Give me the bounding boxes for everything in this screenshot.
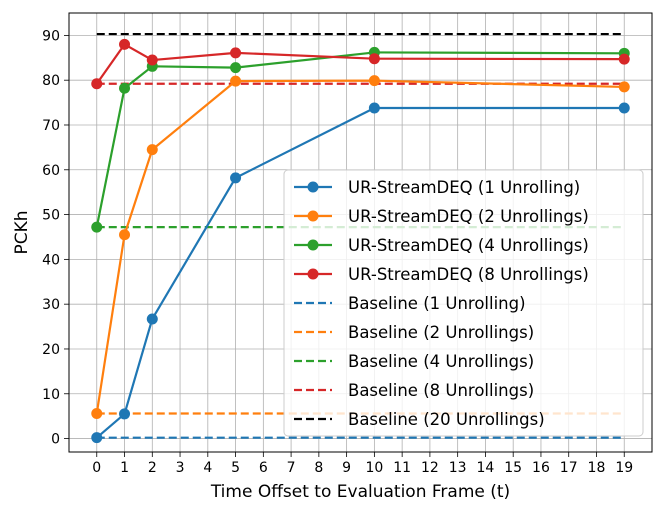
legend-label: UR-StreamDEQ (1 Unrolling) bbox=[348, 178, 580, 197]
x-tick-label: 18 bbox=[588, 460, 606, 476]
x-tick-label: 4 bbox=[203, 460, 212, 476]
data-point bbox=[230, 172, 242, 184]
series-line bbox=[95, 43, 625, 85]
x-tick-label: 0 bbox=[92, 460, 101, 476]
y-tick-label: 10 bbox=[42, 387, 60, 403]
legend-box bbox=[283, 169, 644, 437]
plot-frame bbox=[68, 12, 653, 453]
x-tick-label: 7 bbox=[287, 460, 296, 476]
data-point bbox=[119, 82, 131, 94]
y-tick-label: 70 bbox=[42, 118, 60, 134]
y-tick-label: 40 bbox=[42, 252, 60, 268]
y-tick-label: 80 bbox=[42, 73, 60, 89]
series-lines bbox=[91, 38, 630, 444]
x-tick-label: 17 bbox=[560, 460, 578, 476]
x-tick-label: 12 bbox=[421, 460, 439, 476]
x-tick-label: 1 bbox=[120, 460, 129, 476]
x-tick-label: 8 bbox=[314, 460, 323, 476]
x-tick-label: 16 bbox=[532, 460, 550, 476]
legend-label: Baseline (20 Unrollings) bbox=[348, 410, 545, 429]
data-point bbox=[146, 313, 158, 325]
y-tick-label: 60 bbox=[42, 163, 60, 179]
legend-marker bbox=[307, 181, 319, 193]
y-tick-label: 0 bbox=[51, 432, 60, 448]
data-point bbox=[146, 54, 158, 66]
data-point bbox=[618, 102, 630, 114]
x-tick-label: 15 bbox=[504, 460, 522, 476]
legend-marker bbox=[307, 239, 319, 251]
x-tick-label: 13 bbox=[449, 460, 467, 476]
data-point bbox=[91, 432, 103, 444]
data-point bbox=[119, 229, 131, 241]
data-point bbox=[618, 81, 630, 93]
legend-label: Baseline (2 Unrollings) bbox=[348, 323, 534, 342]
series-line bbox=[95, 79, 625, 414]
data-point bbox=[368, 75, 380, 87]
data-point bbox=[146, 144, 158, 156]
x-axis-label: Time Offset to Evaluation Frame (t) bbox=[210, 482, 510, 502]
series-line bbox=[95, 51, 625, 228]
y-tick-label: 50 bbox=[42, 208, 60, 224]
x-tick-label: 5 bbox=[231, 460, 240, 476]
data-point bbox=[230, 75, 242, 87]
legend-label: Baseline (8 Unrollings) bbox=[348, 381, 534, 400]
legend-label: UR-StreamDEQ (2 Unrollings) bbox=[348, 207, 589, 226]
series-line bbox=[96, 106, 625, 439]
x-tick-label: 19 bbox=[615, 460, 633, 476]
x-tick-label: 11 bbox=[393, 460, 411, 476]
axis-ticks: 0 1 2 3 4 5 6 7 8 9 10 11 12 13 14 15 16 17 18 190102030405… bbox=[42, 28, 633, 476]
y-tick-label: 20 bbox=[42, 342, 60, 358]
data-point bbox=[91, 221, 103, 233]
legend: UR-StreamDEQ (1 Unrolling) UR-StreamDEQ (… bbox=[283, 169, 644, 437]
x-tick-label: 3 bbox=[176, 460, 185, 476]
data-point bbox=[91, 407, 103, 419]
x-tick-label: 9 bbox=[342, 460, 351, 476]
data-point bbox=[119, 408, 131, 420]
legend-marker bbox=[307, 210, 319, 222]
legend-label: Baseline (1 Unrolling) bbox=[348, 294, 526, 313]
data-point bbox=[230, 47, 242, 59]
legend-label: Baseline (4 Unrollings) bbox=[348, 352, 534, 371]
x-tick-label: 2 bbox=[148, 460, 157, 476]
data-point bbox=[119, 38, 131, 50]
y-axis-label: PCKh bbox=[12, 210, 32, 254]
data-point bbox=[230, 62, 242, 74]
data-point bbox=[368, 102, 380, 114]
legend-label: UR-StreamDEQ (8 Unrollings) bbox=[348, 265, 589, 284]
y-tick-label: 90 bbox=[42, 28, 60, 44]
x-tick-label: 6 bbox=[259, 460, 268, 476]
data-point bbox=[368, 53, 380, 65]
data-point bbox=[91, 78, 103, 90]
x-tick-label: 14 bbox=[477, 460, 495, 476]
x-tick-label: 10 bbox=[365, 460, 383, 476]
y-tick-label: 30 bbox=[42, 297, 60, 313]
data-point bbox=[618, 53, 630, 65]
legend-label: UR-StreamDEQ (4 Unrollings) bbox=[348, 236, 589, 255]
legend-marker bbox=[307, 268, 319, 280]
